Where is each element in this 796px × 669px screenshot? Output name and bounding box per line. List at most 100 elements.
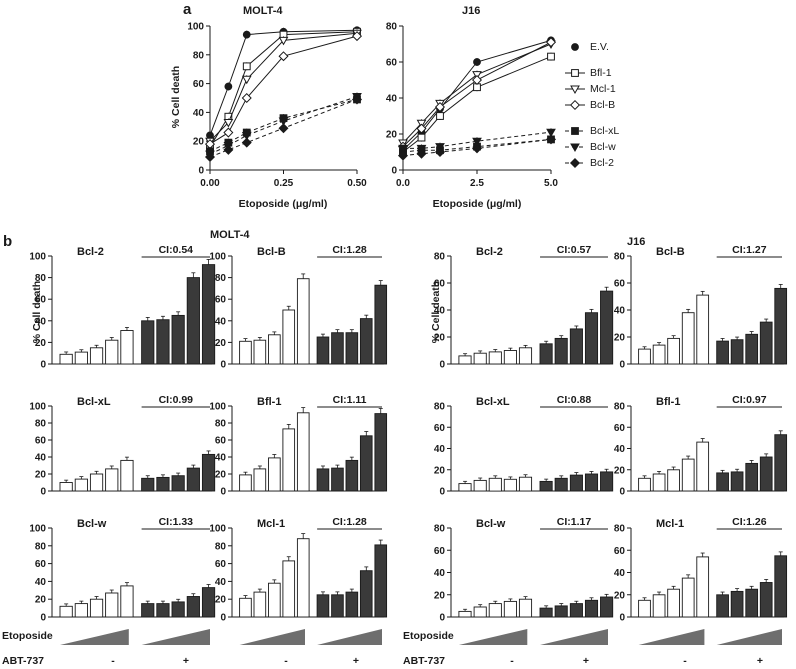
y-tick-label: 0	[40, 360, 46, 371]
bar-plus-abt	[374, 544, 388, 618]
ci-label: CI:0.88	[557, 394, 592, 406]
series-bclw	[398, 128, 556, 154]
bar-plus-abt	[186, 277, 200, 365]
bar-minus-abt	[268, 334, 281, 365]
y-tick-label: 20	[614, 465, 626, 476]
bar-plus-abt	[584, 599, 599, 618]
bar-minus-abt	[488, 351, 502, 365]
bar-minus-abt	[89, 473, 104, 492]
series-bcl2	[204, 94, 363, 163]
y-tick-label: 80	[215, 273, 227, 284]
ci-label: CI:0.54	[159, 244, 194, 256]
legend-marker	[569, 99, 581, 111]
y-tick-label: 60	[215, 559, 227, 570]
bar-panel-bcl2: 0 20 40 60 80 100 Bcl-2 CI:0.54	[29, 244, 216, 371]
data-point	[241, 137, 252, 148]
bar-minus-abt	[253, 591, 267, 618]
bar-panel-title: Bfl-1	[257, 396, 281, 408]
bar-minus-abt	[296, 538, 310, 618]
etoposide-wedge	[60, 629, 129, 645]
abt-minus-molt4-col2: -	[284, 655, 288, 667]
etoposide-wedge	[141, 629, 210, 645]
y-tick-label: 20	[434, 590, 446, 601]
bar-minus-abt	[681, 577, 695, 618]
data-point	[434, 146, 446, 158]
bar-group-j16: 0 20 40 60 80 Bcl-2 CI:0.57 0 20 40 60 80 Bcl-B CI:1.…	[434, 244, 788, 624]
legend-item	[565, 127, 585, 135]
line-chart-xlabel-j16: Etoposide (μg/ml)	[433, 198, 522, 210]
bar-panel-title: Bcl-2	[476, 246, 503, 258]
bar-panel-bclw: 0 20 40 60 80 100 Bcl-w CI:1.33	[29, 516, 216, 624]
bar-plus-abt	[156, 603, 170, 618]
data-point	[278, 51, 289, 62]
bar-plus-abt	[539, 480, 553, 492]
bar-minus-abt	[667, 588, 680, 618]
legend-item	[565, 143, 585, 153]
bar-minus-abt	[59, 482, 73, 492]
bar-minus-abt	[282, 560, 296, 618]
bar-panel-mcl1: 0 20 40 60 80 Mcl-1 CI:1.26	[614, 516, 788, 624]
bar-minus-abt	[638, 348, 651, 365]
bar-minus-abt	[696, 441, 710, 492]
bar-minus-abt	[120, 585, 134, 618]
bar-plus-abt	[730, 590, 744, 618]
data-point	[397, 150, 409, 161]
y-tick-label: 60	[193, 79, 205, 90]
y-tick-label: 80	[614, 402, 626, 413]
bar-plus-abt	[554, 477, 568, 492]
legend-label-bcl2: Bcl-2	[590, 157, 614, 169]
x-tick-label: 5.0	[544, 178, 558, 189]
bar-plus-abt	[201, 453, 216, 492]
data-point	[241, 75, 252, 85]
bar-minus-abt	[503, 478, 517, 492]
y-tick-label: 80	[386, 22, 398, 33]
bar-plus-abt	[316, 336, 330, 365]
y-tick-label: 80	[35, 541, 47, 552]
x-tick-label: 0.25	[274, 178, 294, 189]
line-chart-title-j16: J16	[462, 5, 480, 17]
x-tick-label: 0.50	[347, 178, 367, 189]
data-point	[547, 52, 555, 61]
bar-panel-bcl2: 0 20 40 60 80 Bcl-2 CI:0.57	[434, 244, 614, 371]
bar-plus-abt	[569, 328, 583, 365]
bar-panel-title: Bcl-w	[476, 518, 506, 530]
bar-plus-abt	[745, 588, 759, 618]
bar-plus-abt	[759, 321, 773, 365]
x-tick-label: 0.0	[396, 178, 410, 189]
bar-minus-abt	[89, 347, 104, 365]
bar-minus-abt	[296, 278, 310, 365]
y-tick-label: 40	[614, 306, 626, 317]
y-tick-label: 0	[220, 613, 226, 624]
line-chart-xlabel-molt4: Etoposide (μg/ml)	[239, 198, 328, 210]
bar-panel-title: Bcl-xL	[476, 396, 510, 408]
bar-plus-abt	[745, 462, 759, 492]
legend-label-ev: E.V.	[590, 41, 609, 53]
bar-minus-abt	[488, 603, 502, 618]
y-tick-label: 0	[220, 487, 226, 498]
etoposide-wedge	[317, 629, 382, 645]
abt-plus-j16-col1: +	[583, 655, 589, 667]
bar-minus-abt	[74, 603, 88, 618]
bar-minus-abt	[503, 600, 517, 618]
y-tick-label: 20	[215, 595, 227, 606]
bar-panel-title: Bcl-B	[656, 246, 685, 258]
bar-ylabel-j16: % Cell death	[430, 281, 442, 343]
bar-panel-bfl1: 0 20 40 60 80 Bfl-1 CI:0.97	[614, 394, 788, 498]
bar-plus-abt	[345, 459, 359, 492]
data-point	[223, 118, 234, 128]
bar-minus-abt	[652, 473, 666, 492]
legend-label-mcl1: Mcl-1	[590, 83, 616, 95]
data-point	[223, 127, 234, 138]
data-point	[436, 112, 444, 120]
data-point	[278, 36, 289, 46]
line-chart-ylabel: % Cell death	[170, 66, 182, 128]
y-tick-label: 80	[215, 541, 227, 552]
bar-plus-abt	[171, 475, 185, 492]
data-point	[278, 117, 289, 127]
legend-label-bclxl: Bcl-xL	[590, 125, 619, 137]
bar-panel-bclw: 0 20 40 60 80 Bcl-w CI:1.17	[434, 516, 614, 624]
bar-plus-abt	[345, 591, 359, 618]
bar-minus-abt	[681, 458, 695, 492]
etoposide-wedge	[638, 629, 705, 645]
y-tick-label: 80	[434, 524, 446, 535]
